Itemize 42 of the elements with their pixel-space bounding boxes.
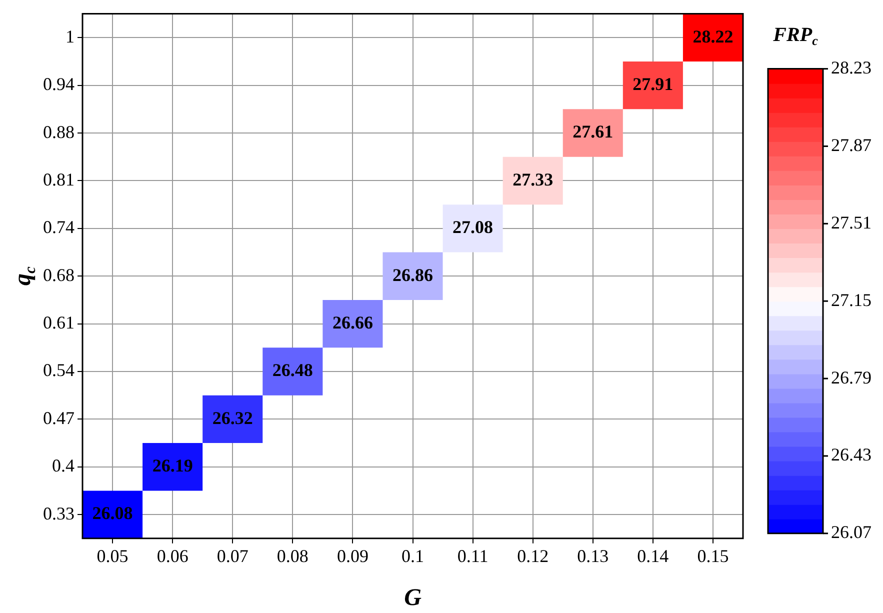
data-label: 26.08 <box>92 503 133 524</box>
color-bar-label: 27.87 <box>831 134 872 155</box>
x-axis-title: G <box>404 585 422 612</box>
data-label: 27.61 <box>572 122 614 142</box>
x-tick-label: 0.11 <box>457 546 488 566</box>
y-axis-title: qc <box>10 266 40 286</box>
y-tick-label: 1 <box>66 26 74 46</box>
x-tick-label: 0.15 <box>697 546 729 566</box>
x-tick-label: 0.07 <box>216 546 248 566</box>
y-tick-label: 0.61 <box>43 312 74 333</box>
color-bar-label: 26.07 <box>831 522 872 542</box>
data-label: 27.33 <box>512 169 554 190</box>
y-tick-label: 0.68 <box>43 264 74 285</box>
x-tick-label: 0.13 <box>577 546 609 566</box>
y-tick-label: 0.74 <box>43 217 74 238</box>
y-tick-label: 0.54 <box>43 360 74 380</box>
x-tick-label: 0.1 <box>402 546 424 566</box>
y-tick-label: 0.4 <box>52 456 74 476</box>
data-label: 27.91 <box>632 74 674 94</box>
x-tick-label: 0.08 <box>276 546 308 566</box>
x-tick-label: 0.09 <box>336 546 368 566</box>
x-tick-label: 0.14 <box>637 546 669 566</box>
data-label: 26.66 <box>332 312 373 332</box>
data-label: 26.32 <box>212 408 253 428</box>
y-tick-label: 0.88 <box>43 122 74 142</box>
data-label: 26.48 <box>272 360 313 380</box>
color-bar-label: 28.23 <box>831 58 872 78</box>
data-label: 26.19 <box>152 456 193 476</box>
y-tick-label: 0.33 <box>43 503 74 524</box>
data-label: 26.86 <box>392 264 433 285</box>
data-label: 28.22 <box>692 26 734 46</box>
y-tick-label: 0.81 <box>43 169 74 190</box>
color-bar-label: 27.15 <box>831 290 872 310</box>
data-label: 27.08 <box>452 217 494 238</box>
color-bar-label: 26.79 <box>831 367 872 388</box>
x-tick-label: 0.05 <box>96 546 128 566</box>
x-tick-label: 0.06 <box>156 546 188 566</box>
color-bar-label: 27.51 <box>831 212 872 232</box>
y-tick-label: 0.47 <box>43 408 74 428</box>
x-tick-label: 0.12 <box>517 546 549 566</box>
color-bar-label: 26.43 <box>831 444 872 465</box>
y-tick-label: 0.94 <box>43 74 74 94</box>
